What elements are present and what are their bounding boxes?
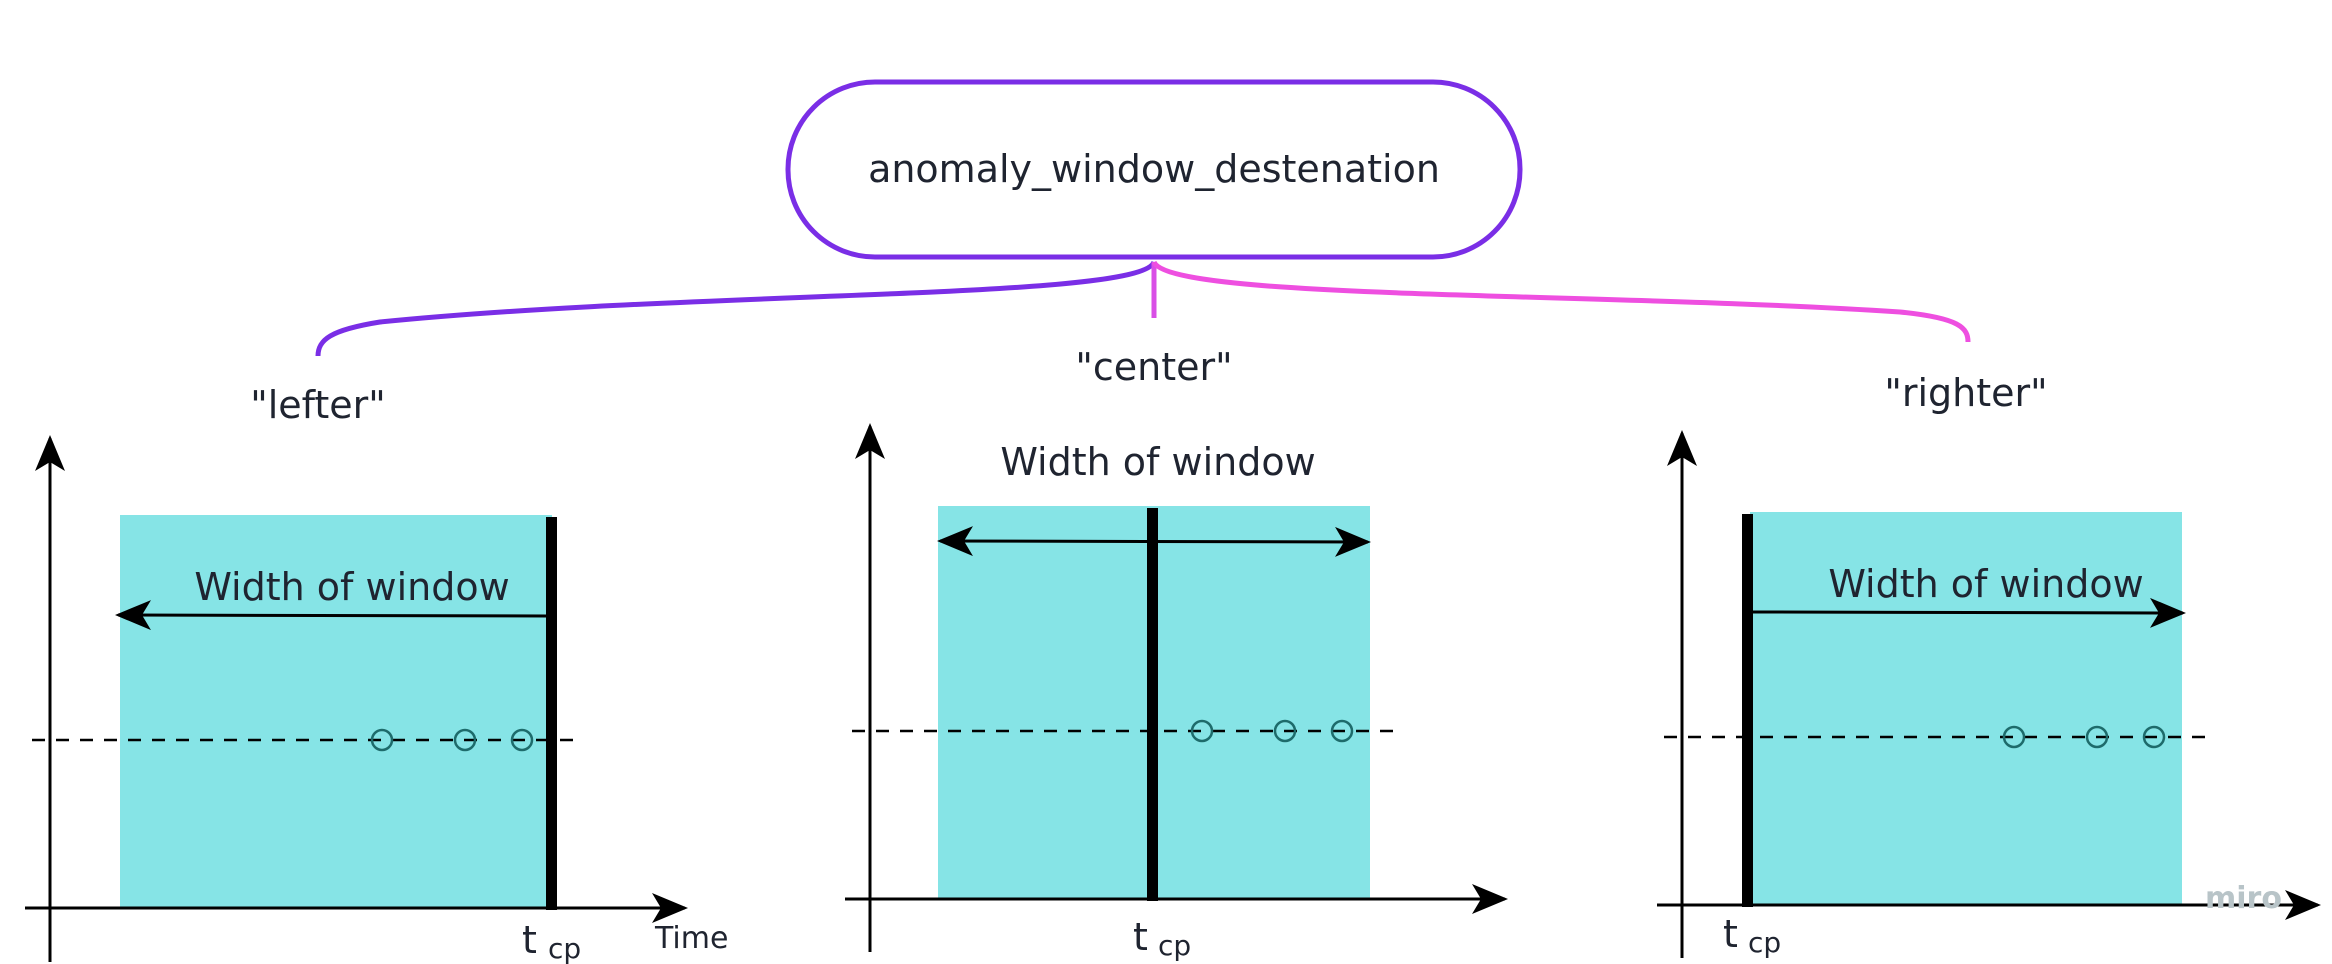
anomaly-marker bbox=[2142, 725, 2166, 749]
anomaly-marker bbox=[1190, 719, 1214, 743]
anomaly-marker bbox=[1273, 719, 1297, 743]
anomaly-marker bbox=[453, 728, 477, 752]
connector-lines bbox=[315, 260, 1971, 357]
window-width-arrow bbox=[937, 526, 1371, 557]
change-point-t: t bbox=[522, 918, 537, 962]
miro-watermark: miro bbox=[2205, 881, 2282, 916]
window-width-label: Width of window bbox=[1828, 562, 2143, 606]
window-width-label: Width of window bbox=[1000, 440, 1315, 484]
option-label-lefter: "lefter" bbox=[250, 383, 386, 427]
option-label-righter: "righter" bbox=[1884, 371, 2047, 415]
anomaly-marker bbox=[1330, 719, 1354, 743]
change-point-line bbox=[1742, 514, 1753, 907]
change-point-sub: cp bbox=[548, 932, 581, 964]
anomaly-marker bbox=[370, 728, 394, 752]
root-node-label: anomaly_window_destenation bbox=[868, 147, 1440, 191]
anomaly-marker bbox=[2002, 725, 2026, 749]
panel-lefter: Width of window t cp Time bbox=[25, 435, 728, 964]
change-point-line bbox=[1147, 508, 1158, 901]
anomaly-marker bbox=[2085, 725, 2109, 749]
change-point-t: t bbox=[1133, 915, 1148, 959]
option-label-center: "center" bbox=[1075, 345, 1232, 389]
connector-lefter bbox=[315, 260, 1157, 357]
change-point-t: t bbox=[1723, 912, 1738, 956]
window-width-label: Width of window bbox=[194, 565, 509, 609]
panel-righter: Width of window t cp bbox=[1657, 430, 2321, 959]
panel-center: Width of window t cp bbox=[845, 423, 1508, 962]
root-node[interactable]: anomaly_window_destenation bbox=[785, 79, 1523, 260]
root-node-shape bbox=[785, 79, 1523, 260]
window-width-arrow bbox=[115, 600, 549, 631]
window-region bbox=[120, 515, 552, 908]
connector-righter bbox=[1151, 260, 1971, 343]
window-width-arrow bbox=[1752, 597, 2186, 628]
anomaly-marker bbox=[510, 728, 534, 752]
change-point-line bbox=[546, 517, 557, 910]
window-region bbox=[1750, 512, 2182, 905]
x-axis-label: Time bbox=[654, 921, 728, 956]
change-point-sub: cp bbox=[1158, 929, 1191, 962]
change-point-sub: cp bbox=[1748, 926, 1781, 959]
